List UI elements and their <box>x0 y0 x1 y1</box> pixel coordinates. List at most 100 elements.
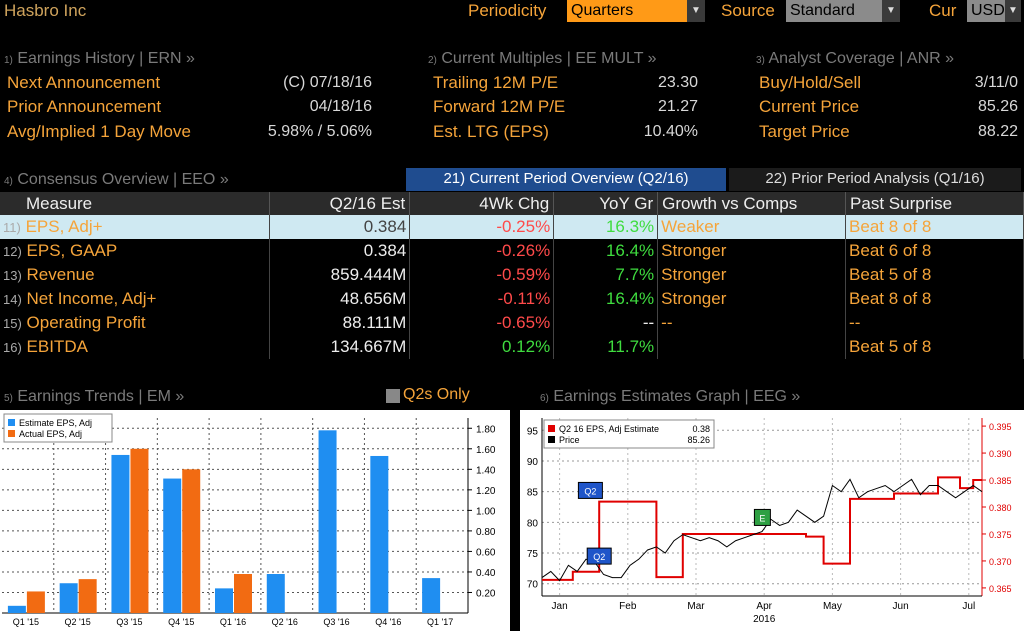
consensus-header[interactable]: 4) Consensus Overview | EEO » <box>4 171 229 188</box>
y-tick-label: 1.20 <box>476 486 496 497</box>
est-cell: 134.667M <box>269 335 411 359</box>
table-row[interactable]: 14) Net Income, Adj+ 48.656M -0.11% 16.4% St… <box>0 287 1024 311</box>
x-tick-label: May <box>823 601 842 612</box>
legend-label: Price <box>559 435 580 445</box>
next-announcement-label: Next Announcement <box>7 73 161 92</box>
legend-value: 0.38 <box>692 424 710 434</box>
table-row[interactable]: 12) EPS, GAAP 0.384 -0.26% 16.4% Stronger Bea… <box>0 239 1024 263</box>
yoy-cell: 16.4% <box>553 287 659 311</box>
measure-name: EPS, Adj+ <box>25 217 103 236</box>
x-tick-label: Q2 '16 <box>272 617 298 627</box>
measure-cell[interactable]: 15) Operating Profit <box>0 311 271 335</box>
right-tick-label: 0.390 <box>989 449 1012 459</box>
table-row[interactable]: 13) Revenue 859.444M -0.59% 7.7% Stronger Bea… <box>0 263 1024 287</box>
estimate-marker-icon <box>586 547 612 565</box>
measure-cell[interactable]: 16) EBITDA <box>0 335 271 359</box>
bar-actual <box>234 574 252 613</box>
x-tick-label: Jun <box>893 601 909 612</box>
x-tick-label: Q3 '15 <box>116 617 142 627</box>
col-past-surprise[interactable]: Past Surprise <box>845 192 1024 215</box>
right-tick-label: 0.365 <box>989 584 1012 594</box>
yoy-cell: -- <box>553 311 659 335</box>
surprise-cell: Beat 5 of 8 <box>845 335 1024 359</box>
x-tick-label: Feb <box>619 601 637 612</box>
comp-cell: Weaker <box>657 215 847 239</box>
comp-cell: Stronger <box>657 287 847 311</box>
left-tick-label: 85 <box>527 488 539 499</box>
x-tick-label: Q1 '15 <box>13 617 39 627</box>
buy-hold-sell-value: 3/11/0 <box>974 74 1018 91</box>
est-cell: 48.656M <box>269 287 411 311</box>
chevron-down-icon[interactable]: ▼ <box>882 0 900 22</box>
estimates-graph-header[interactable]: 6) Earnings Estimates Graph | EEG » <box>540 388 801 405</box>
x-tick-label: Jan <box>552 601 568 612</box>
table-row[interactable]: 16) EBITDA 134.667M 0.12% 11.7% Beat 5 of 8 <box>0 335 1024 359</box>
legend-swatch-estimate <box>8 419 15 426</box>
measure-name: EPS, GAAP <box>26 241 118 260</box>
consensus-table: Measure Q2/16 Est 4Wk Chg YoY Gr Growth … <box>0 192 1024 359</box>
estimate-marker-icon <box>577 481 603 499</box>
chevron-down-icon[interactable]: ▼ <box>1005 0 1021 22</box>
checkbox-icon[interactable] <box>386 389 400 403</box>
chevron-down-icon[interactable]: ▼ <box>687 0 705 22</box>
q2s-only-toggle[interactable]: Q2s Only <box>403 386 470 403</box>
surprise-cell: Beat 6 of 8 <box>845 239 1024 263</box>
measure-cell[interactable]: 13) Revenue <box>0 263 271 287</box>
chg-cell: -0.59% <box>409 263 555 287</box>
measure-cell[interactable]: 11) EPS, Adj+ <box>0 215 271 239</box>
col-4wk-chg[interactable]: 4Wk Chg <box>409 192 555 215</box>
current-multiples-header[interactable]: 2) Current Multiples | EE MULT » <box>428 50 657 67</box>
prior-announcement-value: 04/18/16 <box>309 98 372 115</box>
legend-swatch-estimate <box>548 425 555 432</box>
comp-cell: Stronger <box>657 239 847 263</box>
earnings-history-header[interactable]: 1) Earnings History | ERN » <box>4 50 195 67</box>
measure-name: EBITDA <box>26 337 88 356</box>
chg-cell: -0.26% <box>409 239 555 263</box>
currency-label: Cur <box>929 1 957 20</box>
right-tick-label: 0.375 <box>989 530 1012 540</box>
table-row[interactable]: 11) EPS, Adj+ 0.384 -0.25% 16.3% Weaker Beat … <box>0 215 1024 239</box>
target-price-label: Target Price <box>759 122 850 141</box>
estimates-svg: 70 75 80 85 90 95 0.365 0.370 0.375 0.380 0.385 0.3… <box>527 418 1012 625</box>
right-tick-label: 0.380 <box>989 503 1012 513</box>
trailing-pe-label: Trailing 12M P/E <box>433 73 559 92</box>
target-price-value: 88.22 <box>977 123 1018 140</box>
chg-cell: 0.12% <box>409 335 555 359</box>
marker-label: Q2 <box>593 552 605 562</box>
col-growth-vs-comps[interactable]: Growth vs Comps <box>657 192 847 215</box>
col-est[interactable]: Q2/16 Est <box>269 192 411 215</box>
avg-move-value: 5.98% / 5.06% <box>267 123 372 140</box>
row-number: 16) <box>3 340 22 355</box>
chg-cell: -0.25% <box>409 215 555 239</box>
row-number: 15) <box>3 316 22 331</box>
measure-name: Operating Profit <box>26 313 146 332</box>
marker-label: Q2 <box>584 486 596 496</box>
prior-announcement-label: Prior Announcement <box>7 97 162 116</box>
buy-hold-sell-label: Buy/Hold/Sell <box>759 73 862 92</box>
bar-actual <box>78 579 97 613</box>
tab-prior-period[interactable]: 22) Prior Period Analysis (Q1/16) <box>729 168 1021 191</box>
row-number: 13) <box>3 268 22 283</box>
earnings-trends-header[interactable]: 5) Earnings Trends | EM » <box>4 388 185 405</box>
currency-dropdown[interactable]: USD <box>967 0 1005 22</box>
table-row[interactable]: 15) Operating Profit 88.111M -0.65% -- -- -- <box>0 311 1024 335</box>
x-tick-label: Mar <box>687 601 705 612</box>
col-measure[interactable]: Measure <box>0 192 271 215</box>
left-tick-label: 70 <box>527 580 539 591</box>
bar-estimate <box>370 455 389 613</box>
bar-estimate <box>266 574 285 613</box>
left-tick-label: 90 <box>527 457 539 468</box>
measure-cell[interactable]: 12) EPS, GAAP <box>0 239 271 263</box>
est-cell: 88.111M <box>269 311 411 335</box>
analyst-coverage-header[interactable]: 3) Analyst Coverage | ANR » <box>756 50 955 67</box>
col-yoy-gr[interactable]: YoY Gr <box>553 192 659 215</box>
comp-cell <box>657 335 847 359</box>
right-tick-label: 0.395 <box>989 422 1012 432</box>
measure-cell[interactable]: 14) Net Income, Adj+ <box>0 287 271 311</box>
periodicity-dropdown[interactable]: Quarters <box>567 0 687 22</box>
x-tick-label: Jul <box>962 601 975 612</box>
consensus-header-row: Measure Q2/16 Est 4Wk Chg YoY Gr Growth … <box>0 192 1024 215</box>
top-bar: Hasbro Inc Periodicity Quarters ▼ Source… <box>0 0 1024 24</box>
tab-current-period[interactable]: 21) Current Period Overview (Q2/16) <box>406 168 726 191</box>
source-dropdown[interactable]: Standard <box>786 0 882 22</box>
